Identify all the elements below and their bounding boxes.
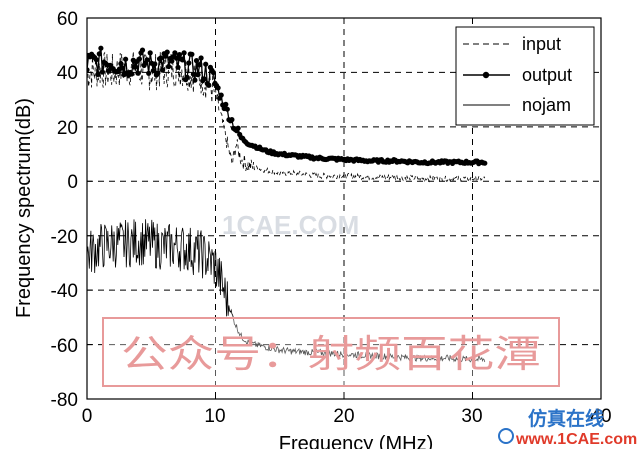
y-tick-label: -80	[51, 390, 78, 411]
data-point-output	[98, 45, 104, 51]
y-tick-label: -20	[51, 227, 78, 248]
data-point-output	[190, 71, 196, 77]
legend-box	[455, 26, 595, 126]
grid	[87, 18, 601, 399]
data-point-output	[235, 125, 241, 131]
data-point-output	[136, 56, 142, 62]
data-point-output	[201, 76, 207, 82]
data-point-output	[229, 117, 235, 123]
data-point-output	[163, 53, 169, 59]
x-axis-title: Frequency (MHz)	[279, 433, 433, 449]
data-point-output	[164, 49, 170, 55]
y-tick-label: -40	[51, 281, 78, 302]
data-point-output	[197, 62, 203, 68]
watermark-text: 公众号：射频百花潭	[121, 332, 541, 376]
data-point-output	[218, 92, 224, 98]
series-line-nojam	[87, 219, 486, 364]
data-point-output	[193, 58, 200, 64]
data-point-output	[96, 51, 102, 57]
data-point-output	[119, 65, 126, 71]
data-point-output	[173, 55, 179, 61]
data-point-output	[184, 74, 190, 80]
corner-watermark-url: www.1CAE.com	[515, 431, 637, 448]
data-point-output	[146, 70, 152, 76]
y-tick-label: 20	[57, 118, 78, 139]
data-point-output	[147, 50, 153, 56]
y-axis-title: Frequency spectrum(dB)	[13, 98, 35, 318]
data-point-output	[192, 77, 198, 83]
data-point-output	[99, 69, 105, 75]
x-tick-labels: 0 10 20 30 40	[82, 406, 612, 427]
corner-watermark-title: 仿真在线	[528, 407, 604, 430]
data-point-output	[169, 58, 175, 64]
legend: input output nojam	[455, 26, 595, 126]
data-point-output	[176, 52, 183, 58]
data-point-output	[482, 160, 488, 166]
legend-label-output: output	[522, 65, 572, 85]
ticks	[86, 17, 602, 400]
y-tick-label: 0	[67, 172, 78, 193]
data-point-output	[158, 55, 164, 61]
data-point-output	[93, 57, 99, 63]
faint-watermark: 1CAE.COM	[222, 210, 359, 240]
x-tick-label: 0	[82, 406, 93, 427]
data-point-output	[150, 68, 156, 74]
data-point-output	[203, 61, 209, 67]
legend-label-nojam: nojam	[522, 95, 571, 115]
data-point-output	[160, 67, 166, 73]
data-point-output	[155, 70, 161, 76]
data-point-output	[172, 50, 178, 56]
series-layer	[87, 45, 488, 364]
legend-marker-output	[482, 71, 490, 79]
data-point-output	[87, 67, 90, 73]
data-point-output	[223, 101, 229, 107]
data-point-output	[132, 64, 138, 70]
corner-watermark: 仿真在线 www.1CAE.com	[498, 407, 637, 448]
y-tick-label: 60	[57, 9, 78, 30]
data-point-output	[175, 64, 181, 70]
legend-label-input: input	[522, 34, 561, 54]
x-tick-label: 30	[461, 406, 482, 427]
x-tick-label: 40	[590, 406, 611, 427]
data-point-output	[195, 72, 201, 78]
data-point-output	[215, 85, 221, 91]
watermark-banner: 公众号：射频百花潭	[102, 317, 560, 387]
data-point-output	[180, 57, 186, 63]
data-point-output	[166, 63, 172, 70]
data-point-output	[198, 55, 204, 61]
x-tick-label: 10	[204, 406, 225, 427]
data-point-output	[186, 60, 192, 66]
data-point-output	[135, 70, 141, 76]
data-point-output	[152, 61, 158, 67]
data-point-output	[210, 69, 216, 76]
data-point-output	[95, 71, 101, 77]
y-tick-label: 40	[57, 63, 78, 84]
corner-logo-icon	[498, 428, 514, 444]
data-point-output	[206, 82, 212, 88]
data-point-output	[189, 51, 195, 57]
data-point-output	[144, 57, 150, 63]
data-point-output	[129, 71, 135, 77]
data-point-output	[123, 56, 129, 62]
x-tick-label: 20	[333, 406, 354, 427]
data-point-output	[181, 50, 187, 56]
watermark-box	[102, 317, 560, 387]
data-point-output	[139, 47, 146, 53]
data-point-output	[118, 61, 124, 67]
data-point-output	[224, 106, 230, 112]
y-tick-label: -60	[51, 336, 78, 357]
y-tick-labels: 60 40 20 0 -20 -40 -60 -80	[51, 9, 78, 411]
